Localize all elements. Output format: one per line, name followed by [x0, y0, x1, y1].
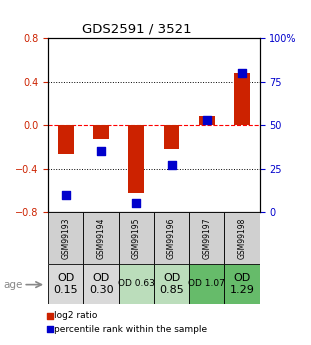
Text: OD 0.63: OD 0.63 [118, 279, 155, 288]
Text: OD
0.15: OD 0.15 [53, 273, 78, 295]
Bar [93, 125, 109, 139]
Point [63, 192, 68, 197]
Text: OD
0.30: OD 0.30 [89, 273, 114, 295]
Text: GSM99197: GSM99197 [202, 217, 211, 259]
Text: GSM99196: GSM99196 [167, 217, 176, 259]
Point [204, 117, 209, 122]
Bar [119, 212, 154, 264]
Text: percentile rank within the sample: percentile rank within the sample [54, 325, 207, 334]
Bar [154, 212, 189, 264]
Text: age: age [3, 280, 22, 289]
Bar [225, 212, 260, 264]
Bar [164, 125, 179, 149]
Bar [83, 264, 119, 304]
Text: GSM99194: GSM99194 [97, 217, 105, 259]
Bar [48, 212, 83, 264]
Bar [189, 264, 225, 304]
Text: OD
0.85: OD 0.85 [159, 273, 184, 295]
Text: OD 1.07: OD 1.07 [188, 279, 225, 288]
Text: GSM99198: GSM99198 [238, 217, 247, 259]
Bar [199, 116, 215, 125]
Text: GDS2591 / 3521: GDS2591 / 3521 [82, 22, 192, 36]
Bar [48, 264, 83, 304]
Bar [58, 125, 74, 155]
Text: GSM99195: GSM99195 [132, 217, 141, 259]
Bar [154, 264, 189, 304]
Point [134, 201, 139, 206]
Bar [234, 73, 250, 125]
Bar [119, 264, 154, 304]
Point [239, 70, 244, 76]
Point [99, 148, 104, 154]
Bar [189, 212, 225, 264]
Text: OD
1.29: OD 1.29 [230, 273, 254, 295]
Bar [83, 212, 119, 264]
Text: log2 ratio: log2 ratio [54, 311, 98, 320]
Text: GSM99193: GSM99193 [61, 217, 70, 259]
Bar [225, 264, 260, 304]
Bar [128, 125, 144, 193]
Point [169, 162, 174, 168]
